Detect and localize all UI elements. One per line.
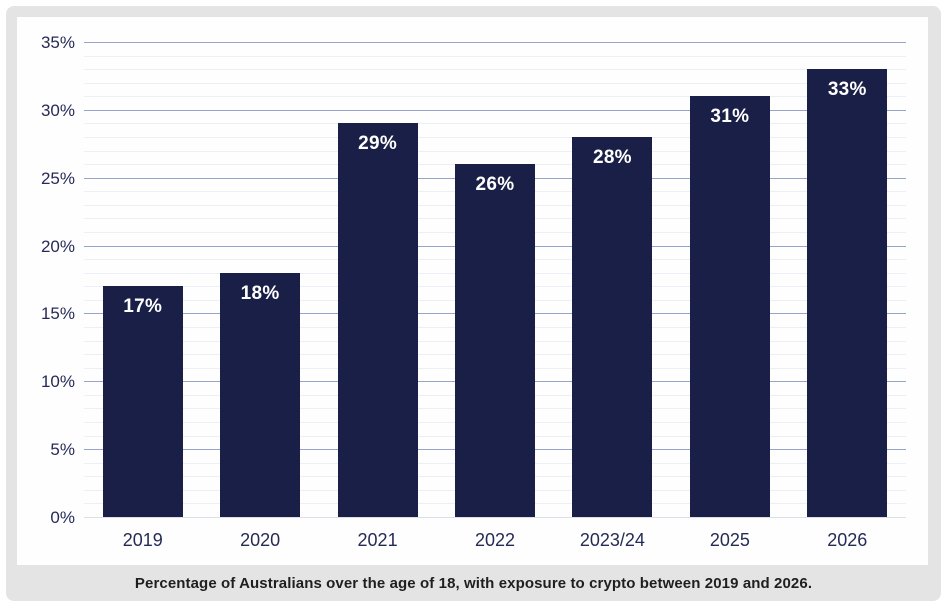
gridline-major [84, 517, 906, 518]
y-tick-label: 10% [40, 372, 75, 392]
y-tick-label: 30% [40, 100, 75, 120]
gridline-minor [84, 137, 906, 138]
y-tick-label: 5% [50, 440, 75, 460]
gridline-minor [84, 82, 906, 84]
bar-value-label: 17% [123, 296, 163, 318]
bar-value-label: 29% [358, 133, 398, 155]
gridline-major [84, 42, 906, 43]
bar-value-label: 31% [710, 106, 750, 128]
y-tick-label: 35% [40, 33, 75, 52]
chart-card: 0% 5% 10% 15% 20% 25% 30% 35% 17% 18% 29% 26% 28% 31… [6, 6, 941, 601]
chart-caption: Percentage of Australians over the age o… [134, 574, 813, 592]
y-tick-label: 25% [40, 168, 75, 188]
y-tick-label: 15% [40, 304, 75, 324]
bar-2026[interactable]: 33% [807, 69, 888, 517]
bar-2021[interactable]: 29% [337, 123, 418, 517]
bar-2025[interactable]: 31% [689, 96, 770, 517]
x-tick-label-2019: 2019 [122, 530, 163, 550]
bar-value-label: 28% [592, 147, 632, 168]
x-tick-label-2023-24: 2023/24 [579, 530, 645, 550]
bar-2019[interactable]: 17% [102, 286, 183, 517]
gridline-minor [84, 150, 906, 152]
x-tick-label-2025: 2025 [709, 530, 750, 550]
x-tick-label-2022: 2022 [474, 530, 516, 550]
bar-2020[interactable]: 18% [220, 272, 301, 517]
x-tick-label-2026: 2026 [827, 530, 868, 550]
bar-value-label: 26% [475, 174, 515, 196]
y-tick-label: 0% [50, 508, 75, 527]
gridline-minor [84, 69, 906, 71]
gridline-minor [84, 55, 906, 57]
gridline-minor [84, 96, 906, 98]
gridline-minor [84, 123, 906, 125]
x-tick-label-2021: 2021 [357, 530, 398, 550]
bar-2022[interactable]: 26% [455, 164, 535, 517]
chart-panel: 0% 5% 10% 15% 20% 25% 30% 35% 17% 18% 29% 26% 28% 31… [17, 17, 928, 565]
y-tick-label: 20% [40, 236, 75, 256]
bar-2023-24[interactable]: 28% [572, 137, 653, 517]
x-tick-label-2020: 2020 [240, 530, 281, 550]
bar-value-label: 18% [240, 282, 280, 304]
bar-value-label: 33% [827, 79, 867, 101]
gridline-major [84, 109, 906, 111]
